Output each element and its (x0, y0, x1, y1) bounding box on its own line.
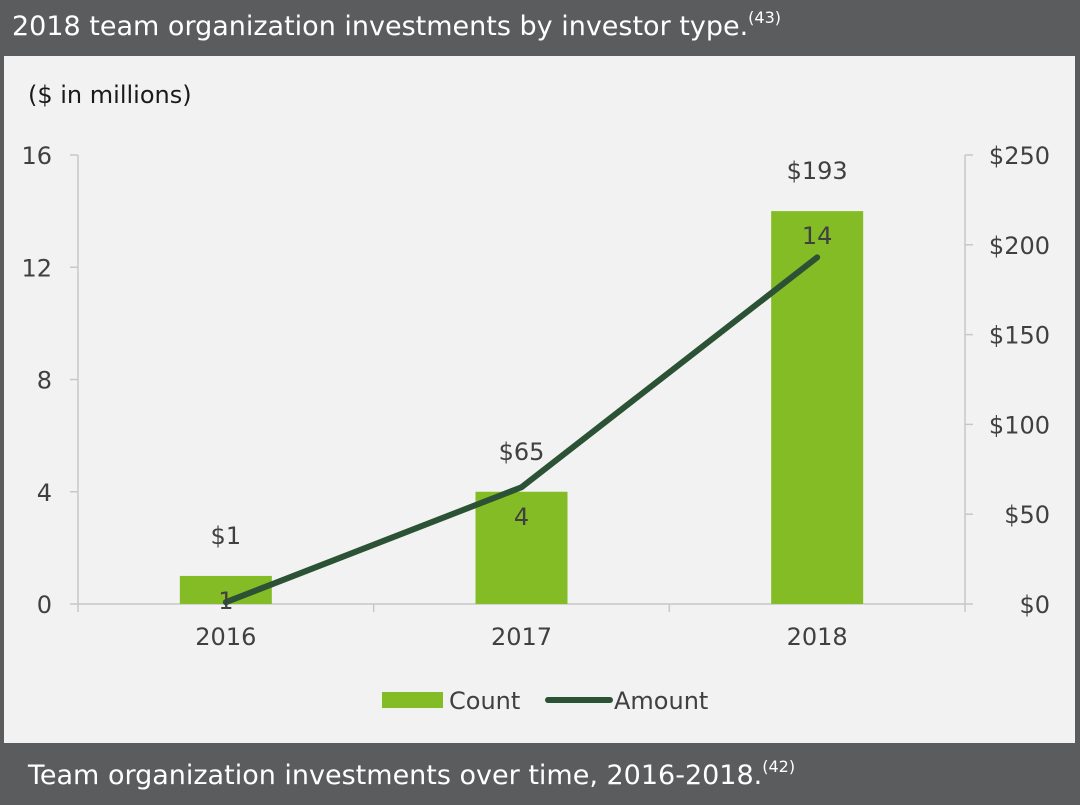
amount-data-label: $1 (211, 522, 242, 550)
amount-data-label: $193 (787, 157, 848, 185)
footer-title: Team organization investments over time,… (28, 757, 796, 791)
footer-ref: (42) (762, 757, 796, 776)
axes: 0 4 8 12 16 $0 $50 $100 $150 $200 $250 2016 2017 2018 (21, 142, 1050, 651)
count-bar (475, 491, 568, 604)
amount-line-path (222, 254, 821, 606)
left-tick-label: 8 (37, 367, 52, 395)
right-tick-label: $50 (1004, 501, 1050, 529)
x-tick-label: 2016 (195, 623, 256, 651)
count-data-label: 4 (514, 503, 529, 531)
x-tick-label: 2017 (491, 623, 552, 651)
count-bar (771, 211, 864, 604)
right-tick-label: $150 (989, 322, 1050, 350)
legend: Count Amount (382, 687, 708, 715)
x-tick-label: 2018 (787, 623, 848, 651)
legend-amount-label: Amount (614, 687, 708, 715)
left-tick-label: 16 (21, 142, 52, 170)
right-tick-label: $100 (989, 411, 1050, 439)
legend-count-swatch (382, 692, 443, 708)
unit-note: ($ in millions) (28, 81, 192, 109)
amount-line (222, 254, 821, 606)
right-tick-label: $200 (989, 232, 1050, 260)
footer-bar: Team organization investments over time,… (0, 743, 1080, 805)
header-title: 2018 team organization investments by in… (12, 8, 782, 42)
count-data-label: 1 (218, 587, 233, 615)
left-tick-label: 12 (21, 254, 52, 282)
count-data-label: 14 (802, 222, 833, 250)
header-bar: 2018 team organization investments by in… (0, 0, 1080, 56)
right-tick-label: $250 (989, 142, 1050, 170)
chart-panel (4, 56, 1075, 743)
left-tick-label: 4 (37, 479, 52, 507)
header-ref: (43) (748, 8, 782, 27)
right-tick-label: $0 (1019, 591, 1050, 619)
legend-count-label: Count (449, 687, 520, 715)
left-tick-label: 0 (37, 591, 52, 619)
bars (179, 211, 864, 604)
amount-data-label: $65 (499, 438, 545, 466)
